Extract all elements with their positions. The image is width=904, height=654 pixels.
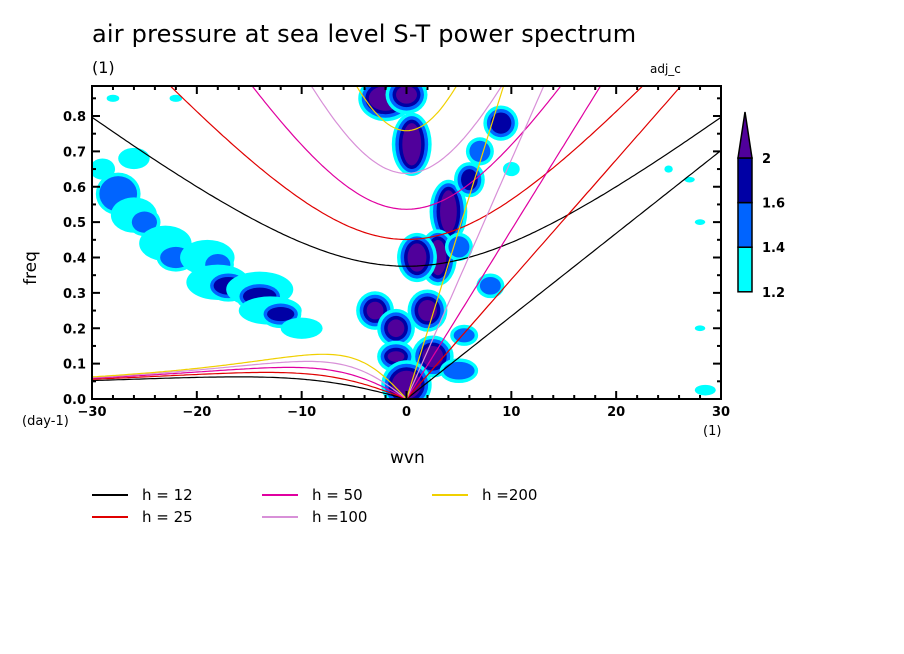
colorbar-label: 1.6 [762, 197, 785, 212]
legend-item: h = 12 [92, 486, 193, 504]
axis-ticks: −30 −20 −10 0 10 20 30 0.0 0.1 0.2 0.3 0.4 0.5 0.6 0.7… [63, 86, 730, 420]
contour-blob [387, 319, 405, 338]
legend-swatch [92, 494, 128, 496]
legend-label: h =200 [482, 486, 538, 504]
colorbar-extend-triangle [737, 111, 753, 159]
x-tick-label: 30 [712, 405, 730, 420]
contour-blob [131, 211, 157, 233]
contour-blob [169, 94, 183, 102]
rossby-curve-h50 [92, 366, 407, 399]
rossby-curve-h200 [92, 353, 407, 399]
run-label: adj_c [650, 62, 681, 76]
y-tick-label: 0.8 [63, 110, 86, 125]
contour-blob [664, 165, 673, 173]
contour-blob [440, 190, 457, 233]
contour-blob [407, 243, 427, 272]
colorbar-segment [737, 246, 753, 293]
y-tick-label: 0.5 [63, 216, 86, 231]
contour-layer [92, 86, 716, 399]
contour-blob [490, 112, 512, 134]
chart-subtitle: (1) [92, 58, 115, 77]
chart-title: air pressure at sea level S-T power spec… [92, 20, 637, 48]
inertio-gravity-curve-h25 [169, 86, 644, 241]
colorbar-segment [737, 201, 753, 248]
x-tick-label: −20 [182, 405, 211, 420]
inertio-gravity-curve-h100 [310, 86, 503, 175]
contour-blob [448, 236, 470, 258]
legend-item: h = 25 [92, 508, 193, 526]
y-tick-label: 0.4 [63, 252, 86, 267]
y-tick-label: 0.3 [63, 287, 86, 302]
contour-blob [118, 147, 150, 170]
legend-swatch [262, 494, 298, 496]
contour-blob [453, 328, 475, 343]
contour-blob [443, 361, 475, 380]
contour-blob [502, 161, 520, 177]
colorbar-label: 2 [762, 152, 771, 167]
contour-blob [267, 307, 295, 322]
dispersion-curves [92, 86, 721, 399]
x-tick-label: 20 [607, 405, 625, 420]
kelvin-curve-h200 [405, 86, 505, 399]
x-axis-label: wvn [390, 448, 425, 468]
x-tick-label: −10 [287, 405, 316, 420]
contour-blob [694, 384, 716, 396]
colorbar-label: 1.4 [762, 241, 785, 256]
contour-blob [469, 140, 491, 162]
y-tick-label: 0.7 [63, 145, 86, 160]
kelvin-curve-h12 [406, 150, 721, 399]
inertio-gravity-curve-h50 [251, 86, 562, 210]
contour-blob [694, 325, 706, 332]
legend-label: h = 12 [142, 486, 193, 504]
rossby-curve-h25 [92, 371, 407, 399]
kelvin-curve-h50 [405, 86, 602, 399]
contour-blob [366, 301, 384, 320]
y-axis-unit: (day-1) [22, 414, 69, 429]
x-tick-label: 10 [502, 405, 520, 420]
contour-blob [684, 176, 695, 183]
legend-swatch [432, 494, 468, 496]
contour-blob [461, 169, 478, 191]
kelvin-curve-h25 [406, 86, 682, 399]
inertio-gravity-curve-h200 [355, 86, 458, 132]
legend-swatch [262, 516, 298, 518]
legend-label: h = 50 [312, 486, 363, 504]
colorbar-label: 1.2 [762, 286, 785, 301]
contour-blob [694, 219, 706, 225]
contour-blob [106, 94, 120, 102]
contour-blob [92, 158, 116, 180]
contour-blob [387, 351, 405, 362]
legend-item: h =200 [432, 486, 537, 504]
x-tick-label: −30 [78, 405, 107, 420]
y-tick-label: 0.1 [63, 358, 86, 373]
inertio-gravity-curve-h12 [92, 116, 721, 267]
legend-label: h =100 [312, 508, 368, 526]
contour-blob [280, 317, 323, 339]
legend-swatch [92, 516, 128, 518]
legend-item: h = 50 [262, 486, 363, 504]
contour-blob [479, 276, 501, 295]
contour-blob [396, 86, 417, 104]
colorbar-segment [737, 157, 753, 204]
colorbar: 1.2 1.4 1.6 2 [737, 111, 785, 301]
x-axis-unit: (1) [703, 424, 722, 439]
kelvin-curve-h100 [405, 86, 545, 399]
y-tick-label: 0.2 [63, 322, 86, 337]
rossby-curve-h12 [92, 376, 407, 399]
contour-blob [402, 123, 422, 166]
legend-item: h =100 [262, 508, 367, 526]
legend-label: h = 25 [142, 508, 193, 526]
rossby-curve-h100 [92, 360, 407, 399]
x-tick-label: 0 [402, 405, 411, 420]
y-tick-label: 0.6 [63, 181, 86, 196]
y-tick-label: 0.0 [63, 393, 86, 408]
